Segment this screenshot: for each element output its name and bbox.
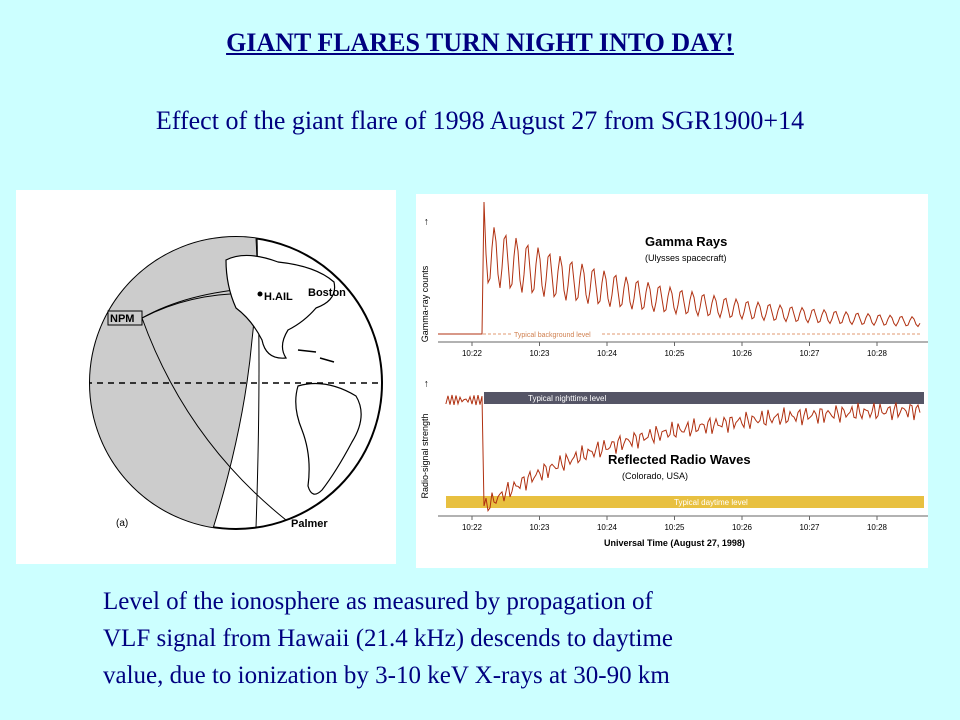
bottom-tick-label: 10:27	[799, 523, 820, 532]
globe-figure: NPM H.AIL Boston Palmer (a)	[16, 190, 396, 564]
radio-signal-trace	[445, 394, 921, 513]
chart-svg: 10:22 10:23 10:24 10:25 10:26 10:27 10:28 Gamm…	[420, 201, 928, 548]
label-npm: NPM	[110, 313, 134, 325]
slide-subtitle: Effect of the giant flare of 1998 August…	[155, 106, 805, 135]
night-hemisphere	[90, 237, 258, 529]
caption-text: Level of the ionosphere as measured by p…	[103, 583, 863, 694]
top-tick-label: 10:25	[664, 349, 685, 358]
north-america-outline	[225, 254, 336, 359]
bottom-ylabel: Radio-signal strength	[420, 413, 430, 498]
top-subtitle: (Ulysses spacecraft)	[645, 253, 727, 263]
bottom-tick-label: 10:23	[529, 523, 550, 532]
bottom-tick-label: 10:25	[664, 523, 685, 532]
caption-line-3: value, due to ionization by 3-10 keV X-r…	[103, 662, 670, 689]
propagation-path-palmer	[141, 317, 287, 521]
label-panel: (a)	[116, 518, 128, 529]
caribbean-islands	[297, 349, 335, 363]
bottom-tick-label: 10:26	[732, 523, 753, 532]
south-america-outline	[295, 383, 362, 495]
label-palmer: Palmer	[291, 518, 328, 530]
top-title: Gamma Rays	[645, 234, 727, 249]
caption-line-2: VLF signal from Hawaii (21.4 kHz) descen…	[103, 625, 674, 652]
bottom-subtitle: (Colorado, USA)	[622, 471, 688, 481]
chart-figure: 10:22 10:23 10:24 10:25 10:26 10:27 10:28 Gamm…	[416, 194, 928, 568]
globe-map: NPM H.AIL Boston Palmer (a)	[89, 236, 383, 530]
night-level-band	[484, 392, 924, 404]
top-ylabel: Gamma-ray counts	[420, 265, 430, 342]
top-tick-label: 10:27	[799, 349, 820, 358]
bottom-tick-label: 10:28	[867, 523, 888, 532]
bottom-xlabel: Universal Time (August 27, 1998)	[604, 538, 745, 548]
hail-dot	[257, 291, 263, 297]
day-level-band	[446, 496, 924, 508]
bottom-y-arrow: →	[420, 379, 431, 389]
label-hail: H.AIL	[264, 291, 293, 303]
bottom-tick-label: 10:24	[597, 523, 618, 532]
top-y-arrow: →	[420, 217, 431, 227]
bg-level-label: Typical background level	[514, 332, 591, 339]
top-tick-label: 10:26	[732, 349, 753, 358]
day-level-label: Typical daytime level	[674, 498, 748, 507]
bottom-title: Reflected Radio Waves	[608, 452, 751, 467]
top-tick-label: 10:22	[462, 349, 483, 358]
bottom-tick-label: 10:22	[462, 523, 483, 532]
top-tick-label: 10:28	[867, 349, 888, 358]
label-boston: Boston	[308, 287, 346, 299]
npm-marker	[107, 310, 143, 326]
slide-title: GIANT FLARES TURN NIGHT INTO DAY!	[226, 28, 734, 57]
night-level-label: Typical nighttime level	[528, 394, 606, 403]
gamma-ray-trace	[438, 201, 921, 335]
top-tick-label: 10:24	[597, 349, 618, 358]
top-tick-label: 10:23	[529, 349, 550, 358]
caption-line-1: Level of the ionosphere as measured by p…	[103, 588, 653, 615]
